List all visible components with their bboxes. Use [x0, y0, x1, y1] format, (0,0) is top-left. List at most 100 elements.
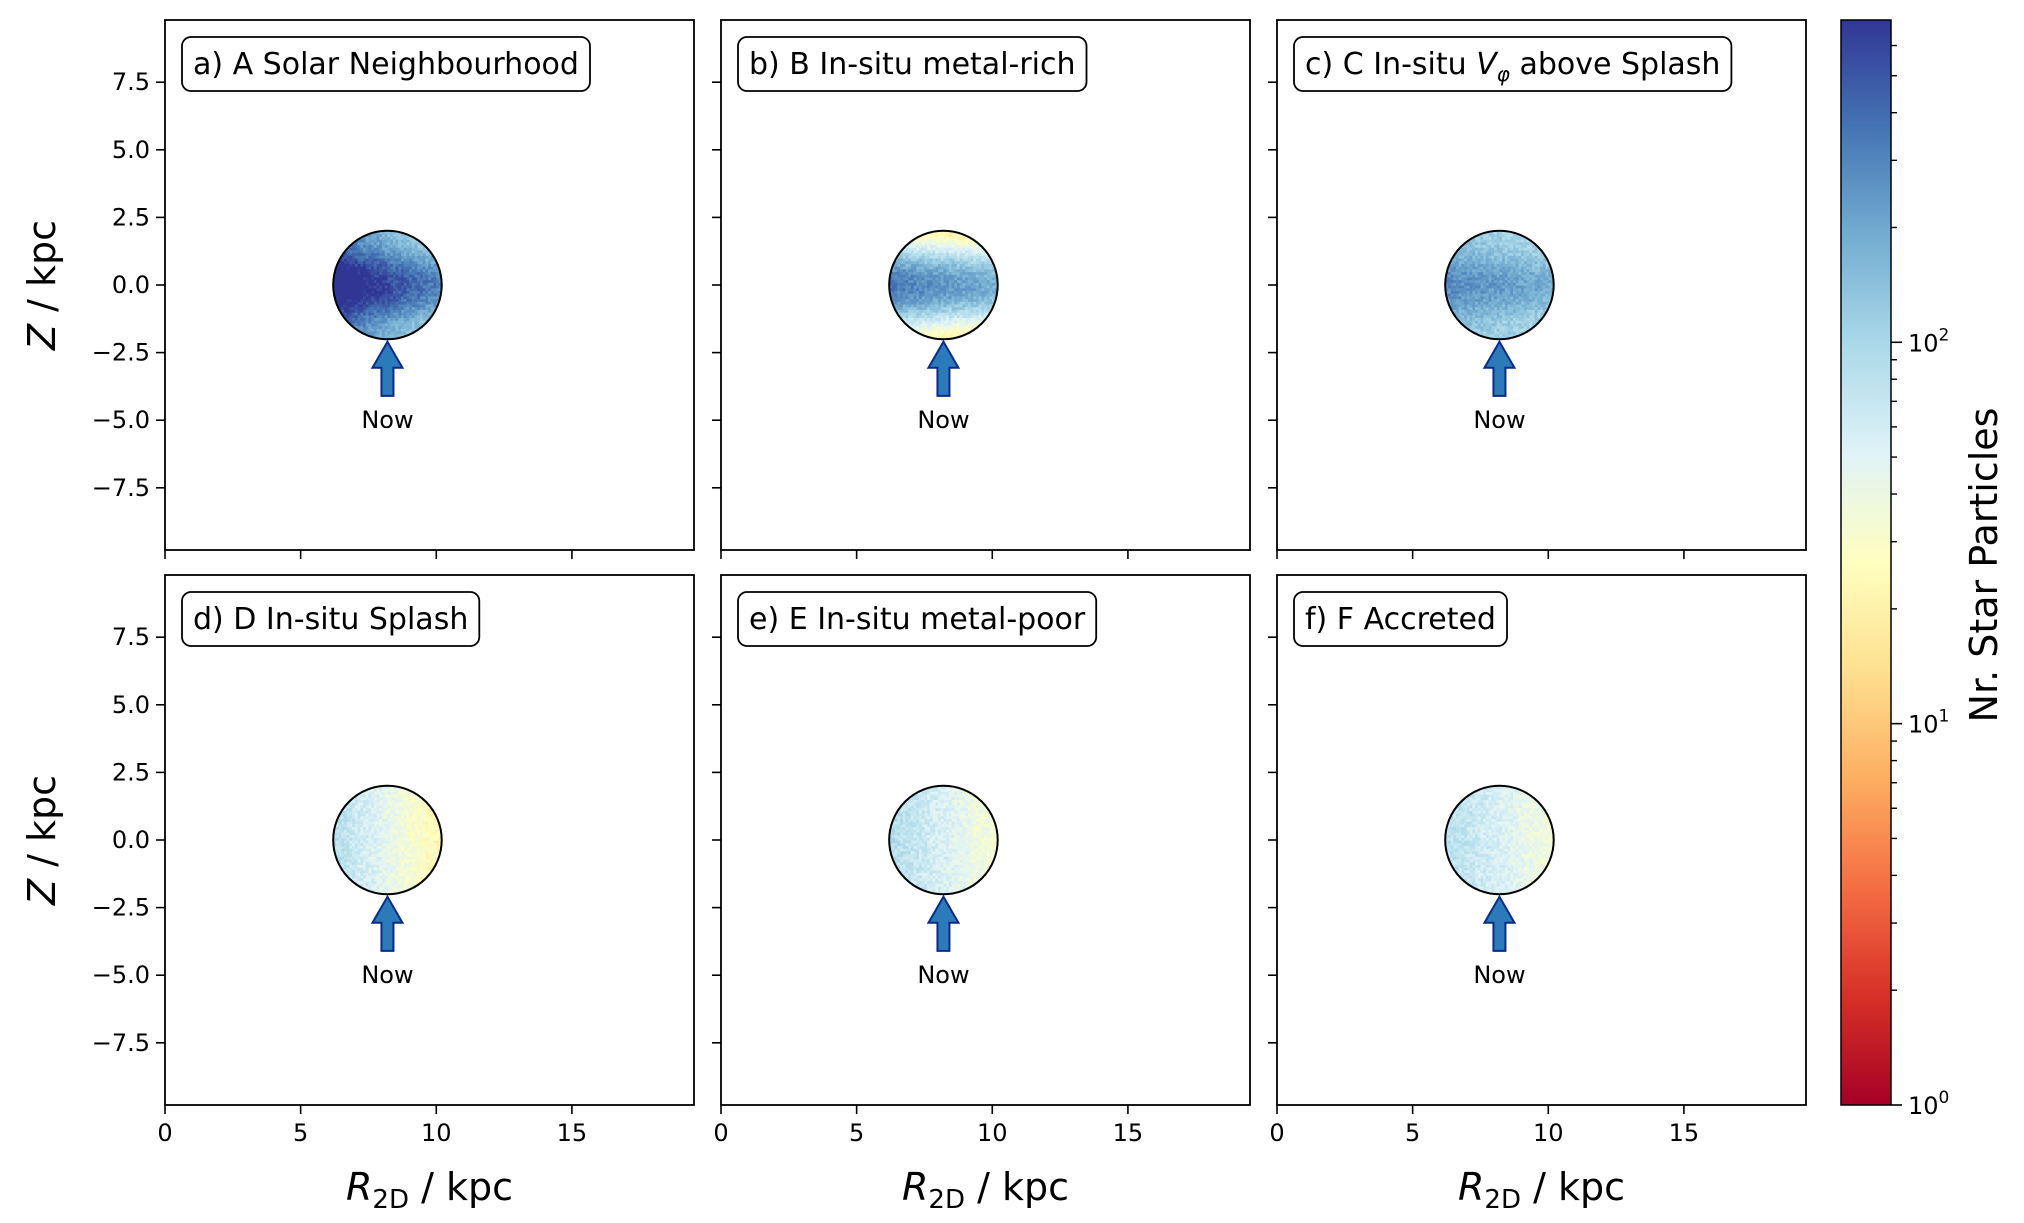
heatmap-cell	[1450, 303, 1454, 308]
heatmap-cell	[935, 255, 939, 259]
heatmap-cell	[354, 815, 359, 819]
heatmap-cell	[1523, 257, 1528, 262]
heatmap-cell	[1502, 263, 1506, 267]
heatmap-cell	[948, 276, 953, 281]
heatmap-cell	[1466, 263, 1471, 267]
heatmap-cell	[981, 255, 985, 259]
heatmap-cell	[346, 293, 351, 297]
heatmap-cell	[384, 330, 389, 335]
heatmap-cell	[352, 274, 356, 278]
heatmap-cell	[946, 271, 950, 275]
heatmap-cell	[354, 266, 359, 270]
heatmap-cell	[1499, 333, 1503, 337]
heatmap-cell	[368, 268, 372, 273]
heatmap-cell	[919, 298, 923, 302]
heatmap-cell	[1466, 244, 1471, 248]
heatmap-cell	[346, 301, 351, 305]
heatmap-cell	[365, 837, 370, 841]
heatmap-cell	[384, 837, 389, 841]
heatmap-cell	[916, 266, 920, 270]
heatmap-cell	[387, 282, 391, 286]
heatmap-cell	[924, 301, 928, 305]
heatmap-cell	[360, 268, 364, 273]
heatmap-cell	[379, 257, 383, 262]
heatmap-cell	[390, 834, 394, 838]
heatmap-cell	[946, 330, 950, 335]
heatmap-cell	[384, 257, 389, 262]
heatmap-cell	[1499, 257, 1503, 262]
heatmap-cell	[1507, 263, 1511, 267]
heatmap-cell	[932, 268, 936, 273]
heatmap-cell	[363, 815, 367, 819]
heatmap-cell	[379, 268, 383, 273]
heatmap-cell	[1466, 268, 1471, 273]
heatmap-cell	[371, 241, 375, 246]
heatmap-cell	[387, 796, 391, 801]
heatmap-cell	[373, 818, 378, 822]
heatmap-cell	[1499, 263, 1503, 267]
heatmap-cell	[422, 295, 427, 300]
heatmap-cell	[900, 306, 904, 310]
heatmap-cell	[387, 823, 391, 828]
heatmap-cell	[1485, 233, 1490, 237]
heatmap-cell	[1453, 309, 1457, 313]
heatmap-cell	[954, 282, 958, 286]
heatmap-cell	[341, 823, 345, 828]
heatmap-cell	[1550, 287, 1554, 291]
heatmap-cell	[919, 312, 923, 316]
heatmap-cell	[392, 330, 397, 335]
heatmap-cell	[1496, 298, 1501, 302]
heatmap-cell	[919, 301, 923, 305]
heatmap-cell	[352, 312, 356, 316]
heatmap-cell	[916, 249, 920, 254]
heatmap-cell	[1548, 268, 1552, 273]
heatmap-cell	[1456, 285, 1460, 289]
heatmap-cell	[1450, 295, 1454, 300]
heatmap-cell	[371, 263, 375, 267]
heatmap-cell	[371, 804, 375, 809]
heatmap-cell	[913, 244, 917, 248]
heatmap-cell	[349, 842, 353, 846]
heatmap-cell	[1488, 279, 1492, 283]
heatmap-cell	[929, 279, 934, 283]
heatmap-cell	[1523, 263, 1528, 267]
heatmap-cell	[341, 290, 345, 294]
heatmap-cell	[382, 872, 386, 876]
heatmap-cell	[900, 293, 904, 297]
heatmap-cell	[420, 312, 424, 316]
heatmap-cell	[1453, 268, 1457, 273]
heatmap-cell	[384, 271, 389, 275]
heatmap-cell	[946, 314, 950, 319]
heatmap-cell	[1485, 293, 1490, 297]
heatmap-cell	[965, 249, 969, 254]
heatmap-cell	[357, 880, 361, 884]
heatmap-cell	[1477, 279, 1482, 283]
heatmap-cell	[1488, 333, 1492, 337]
heatmap-cell	[1496, 255, 1501, 259]
heatmap-cell	[346, 864, 351, 868]
heatmap-cell	[1491, 320, 1495, 324]
heatmap-cell	[406, 293, 410, 297]
heatmap-cell	[379, 891, 383, 895]
heatmap-cell	[921, 314, 926, 319]
heatmap-cell	[897, 285, 901, 289]
heatmap-cell	[1464, 247, 1468, 251]
heatmap-cell	[371, 869, 375, 874]
heatmap-cell	[1534, 314, 1539, 319]
heatmap-cell	[384, 290, 389, 294]
heatmap-cell	[910, 317, 915, 321]
heatmap-cell	[919, 247, 923, 251]
heatmap-cell	[1480, 249, 1484, 254]
heatmap-cell	[1515, 266, 1520, 270]
heatmap-cell	[352, 853, 356, 857]
heatmap-cell	[1488, 271, 1492, 275]
heatmap-cell	[927, 244, 931, 248]
heatmap-cell	[346, 287, 351, 291]
heatmap-cell	[363, 260, 367, 264]
heatmap-cell	[352, 317, 356, 321]
heatmap-cell	[916, 298, 920, 302]
heatmap-cell	[924, 285, 928, 289]
heatmap-cell	[349, 837, 353, 841]
heatmap-cell	[363, 301, 367, 305]
heatmap-cell	[1518, 257, 1522, 262]
